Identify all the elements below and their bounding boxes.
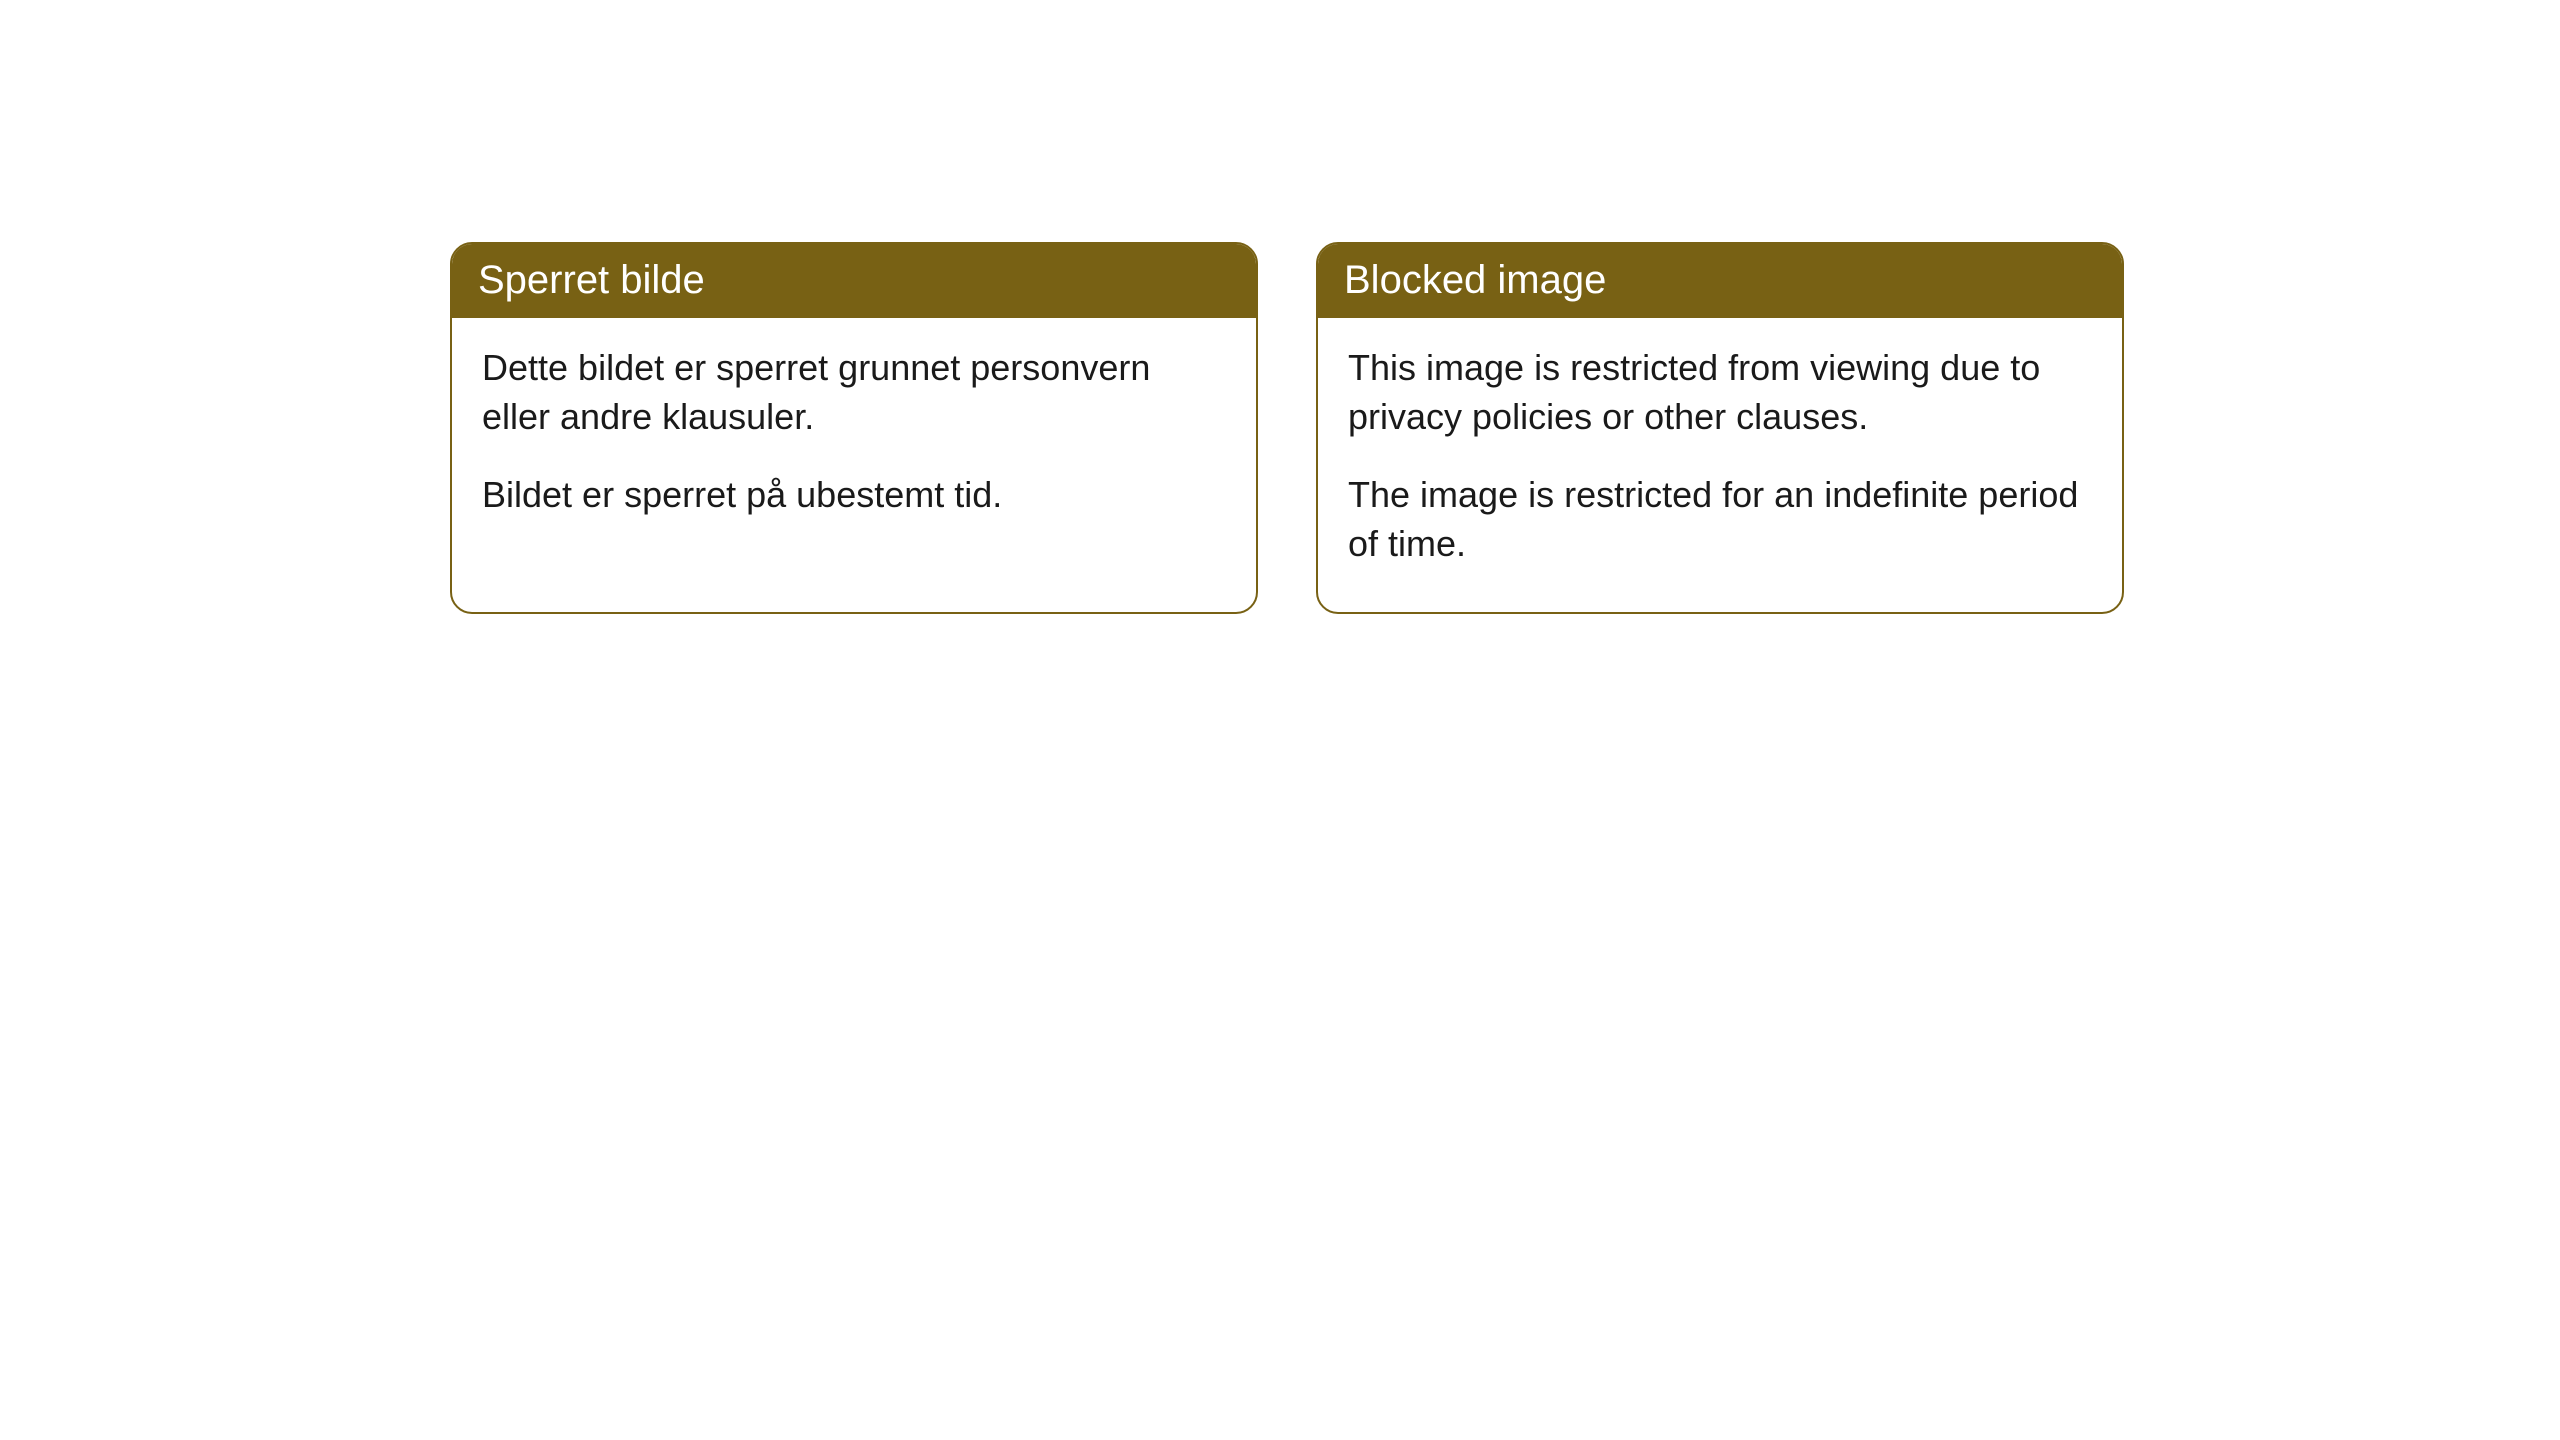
- card-paragraph: Bildet er sperret på ubestemt tid.: [482, 471, 1226, 520]
- notice-card-english: Blocked image This image is restricted f…: [1316, 242, 2124, 614]
- card-body: Dette bildet er sperret grunnet personve…: [452, 318, 1256, 564]
- card-header: Sperret bilde: [452, 244, 1256, 318]
- card-paragraph: The image is restricted for an indefinit…: [1348, 471, 2092, 568]
- notice-card-norwegian: Sperret bilde Dette bildet er sperret gr…: [450, 242, 1258, 614]
- card-header: Blocked image: [1318, 244, 2122, 318]
- card-paragraph: This image is restricted from viewing du…: [1348, 344, 2092, 441]
- notice-container: Sperret bilde Dette bildet er sperret gr…: [450, 242, 2124, 614]
- card-paragraph: Dette bildet er sperret grunnet personve…: [482, 344, 1226, 441]
- card-title: Sperret bilde: [478, 258, 705, 302]
- card-title: Blocked image: [1344, 258, 1606, 302]
- card-body: This image is restricted from viewing du…: [1318, 318, 2122, 612]
